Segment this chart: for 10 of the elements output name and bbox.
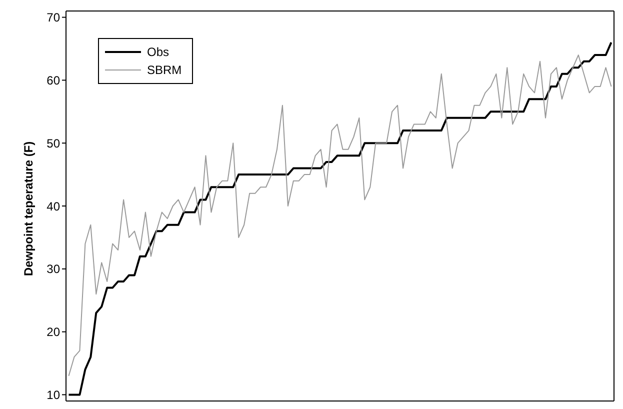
y-tick-label: 10 xyxy=(46,388,60,402)
y-tick-label: 50 xyxy=(46,136,60,150)
y-tick-label: 40 xyxy=(46,199,60,214)
y-tick-label: 60 xyxy=(46,73,60,88)
legend-label: Obs xyxy=(147,45,170,59)
y-tick-label: 30 xyxy=(46,262,60,276)
y-tick-label: 20 xyxy=(46,325,60,340)
y-axis-title: Dewpoint teperature (F) xyxy=(21,141,36,276)
y-tick-label: 70 xyxy=(46,10,60,25)
legend-label: SBRM xyxy=(147,63,182,77)
